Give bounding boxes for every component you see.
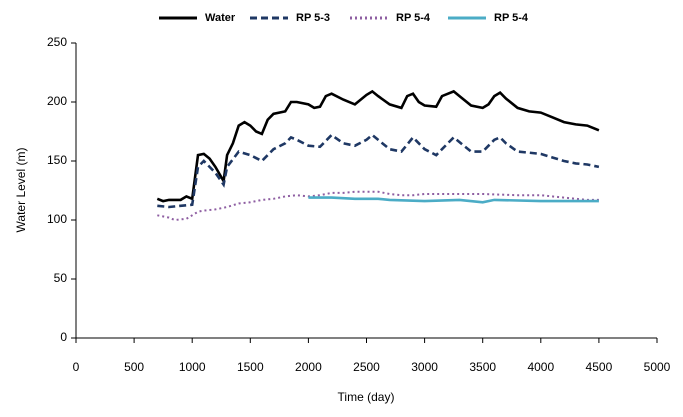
x-tick-label: 2500 xyxy=(353,360,380,374)
x-tick-label: 0 xyxy=(73,360,80,374)
legend-label: Water xyxy=(205,12,236,24)
x-tick-label: 2000 xyxy=(295,360,322,374)
legend-label: RP 5-4 xyxy=(494,12,529,24)
y-axis-label: Water Level (m) xyxy=(14,148,28,233)
x-axis-label: Time (day) xyxy=(338,390,395,404)
x-tick-label: 3500 xyxy=(469,360,496,374)
series-line xyxy=(157,190,599,222)
y-tick-label: 250 xyxy=(47,35,67,49)
y-tick-label: 200 xyxy=(47,94,67,108)
x-tick-label: 500 xyxy=(124,360,144,374)
x-tick-label: 1500 xyxy=(237,360,264,374)
series-line xyxy=(308,196,599,204)
x-tick-label: 1000 xyxy=(179,360,206,374)
y-tick-label: 0 xyxy=(60,330,67,344)
x-tick-label: 4000 xyxy=(527,360,554,374)
x-tick-label: 5000 xyxy=(644,360,671,374)
y-tick-label: 150 xyxy=(47,153,67,167)
series-line xyxy=(156,89,600,203)
legend-label: RP 5-3 xyxy=(296,12,330,24)
series-line xyxy=(157,133,600,209)
y-tick-label: 50 xyxy=(54,271,68,285)
y-tick-label: 100 xyxy=(47,212,67,226)
x-tick-label: 4500 xyxy=(586,360,613,374)
legend-label: RP 5-4 xyxy=(396,12,431,24)
x-tick-label: 3000 xyxy=(411,360,438,374)
